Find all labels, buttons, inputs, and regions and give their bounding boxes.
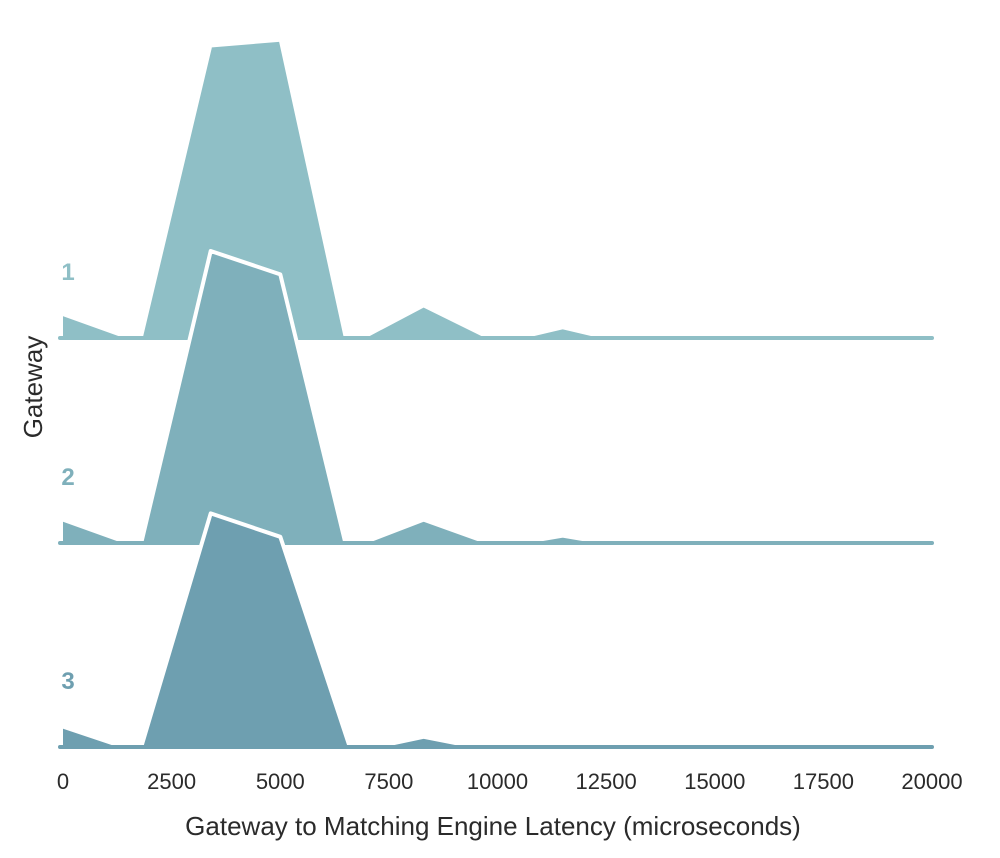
x-axis-title: Gateway to Matching Engine Latency (micr… <box>185 811 801 841</box>
x-tick-label: 0 <box>57 769 69 794</box>
x-tick-label: 17500 <box>793 769 854 794</box>
x-tick-label: 15000 <box>684 769 745 794</box>
ridge-area-3 <box>63 513 932 747</box>
row-labels-group: 1 2 3 <box>61 259 74 695</box>
x-tick-labels-group: 0 2500 5000 7500 10000 12500 15000 17500 20000 <box>57 769 963 794</box>
row-label-3: 3 <box>61 668 74 695</box>
x-tick-label: 2500 <box>147 769 196 794</box>
x-tick-label: 20000 <box>901 769 962 794</box>
x-tick-label: 12500 <box>576 769 637 794</box>
ridge-area-2 <box>63 251 932 543</box>
ridge-area-1 <box>63 40 932 338</box>
x-tick-label: 5000 <box>256 769 305 794</box>
y-axis-title: Gateway <box>18 336 48 439</box>
row-label-2: 2 <box>61 464 74 491</box>
ridges-group <box>58 38 934 749</box>
x-tick-label: 10000 <box>467 769 528 794</box>
x-tick-label: 7500 <box>364 769 413 794</box>
row-label-1: 1 <box>61 259 74 286</box>
